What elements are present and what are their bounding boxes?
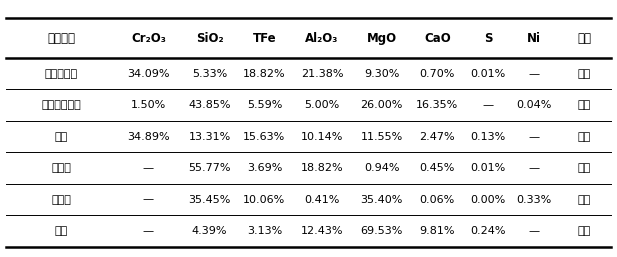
Text: 9.30%: 9.30% (364, 69, 399, 79)
Text: 0.33%: 0.33% (516, 195, 552, 205)
Text: 5.59%: 5.59% (247, 100, 282, 110)
Text: 26.00%: 26.00% (360, 100, 403, 110)
Text: 16.35%: 16.35% (416, 100, 458, 110)
Text: 铬铁矿粉矿: 铬铁矿粉矿 (45, 69, 78, 79)
Text: 0.94%: 0.94% (364, 163, 400, 173)
Text: 0.45%: 0.45% (420, 163, 455, 173)
Text: SiO₂: SiO₂ (196, 32, 223, 44)
Text: 69.53%: 69.53% (360, 226, 403, 236)
Text: 1.50%: 1.50% (131, 100, 166, 110)
Text: 返矿: 返矿 (55, 132, 68, 142)
Text: 18.82%: 18.82% (300, 163, 343, 173)
Text: 3.69%: 3.69% (247, 163, 282, 173)
Text: 18.82%: 18.82% (243, 69, 286, 79)
Text: 12.43%: 12.43% (300, 226, 343, 236)
Text: 原料种类: 原料种类 (48, 32, 75, 44)
Text: 镍铁治炼炉渣: 镍铁治炼炉渣 (41, 100, 81, 110)
Text: —: — (529, 69, 540, 79)
Text: 3.13%: 3.13% (247, 226, 282, 236)
Text: —: — (143, 195, 154, 205)
Text: 余量: 余量 (578, 100, 591, 110)
Text: 镁砂: 镁砂 (55, 226, 68, 236)
Text: 0.01%: 0.01% (471, 69, 506, 79)
Text: 0.06%: 0.06% (420, 195, 455, 205)
Text: 其它: 其它 (577, 32, 591, 44)
Text: 余量: 余量 (578, 163, 591, 173)
Text: CaO: CaO (424, 32, 450, 44)
Text: 余量: 余量 (578, 226, 591, 236)
Text: 10.14%: 10.14% (301, 132, 343, 142)
Text: —: — (529, 132, 540, 142)
Text: Ni: Ni (528, 32, 541, 44)
Text: —: — (482, 100, 494, 110)
Text: 0.41%: 0.41% (304, 195, 340, 205)
Text: 0.01%: 0.01% (471, 163, 506, 173)
Text: 余量: 余量 (578, 195, 591, 205)
Text: —: — (529, 163, 540, 173)
Text: 5.33%: 5.33% (192, 69, 227, 79)
Text: 34.09%: 34.09% (127, 69, 170, 79)
Text: 0.04%: 0.04% (516, 100, 552, 110)
Text: 9.81%: 9.81% (420, 226, 455, 236)
Text: 0.13%: 0.13% (471, 132, 506, 142)
Text: 绿泥石: 绿泥石 (51, 195, 71, 205)
Text: 35.40%: 35.40% (360, 195, 403, 205)
Text: 15.63%: 15.63% (243, 132, 286, 142)
Text: 0.00%: 0.00% (471, 195, 506, 205)
Text: 余量: 余量 (578, 69, 591, 79)
Text: 膨润土: 膨润土 (51, 163, 71, 173)
Text: —: — (143, 163, 154, 173)
Text: —: — (529, 226, 540, 236)
Text: 5.00%: 5.00% (304, 100, 339, 110)
Text: MgO: MgO (366, 32, 397, 44)
Text: 35.45%: 35.45% (188, 195, 231, 205)
Text: 4.39%: 4.39% (192, 226, 228, 236)
Text: 21.38%: 21.38% (300, 69, 343, 79)
Text: 余量: 余量 (578, 132, 591, 142)
Text: 0.24%: 0.24% (470, 226, 506, 236)
Text: Cr₂O₃: Cr₂O₃ (131, 32, 166, 44)
Text: 43.85%: 43.85% (188, 100, 231, 110)
Text: TFe: TFe (252, 32, 276, 44)
Text: 2.47%: 2.47% (420, 132, 455, 142)
Text: S: S (484, 32, 492, 44)
Text: 55.77%: 55.77% (188, 163, 231, 173)
Text: 11.55%: 11.55% (361, 132, 403, 142)
Text: 0.70%: 0.70% (420, 69, 455, 79)
Text: 34.89%: 34.89% (127, 132, 170, 142)
Text: —: — (143, 226, 154, 236)
Text: Al₂O₃: Al₂O₃ (305, 32, 339, 44)
Text: 13.31%: 13.31% (189, 132, 231, 142)
Text: 10.06%: 10.06% (243, 195, 286, 205)
